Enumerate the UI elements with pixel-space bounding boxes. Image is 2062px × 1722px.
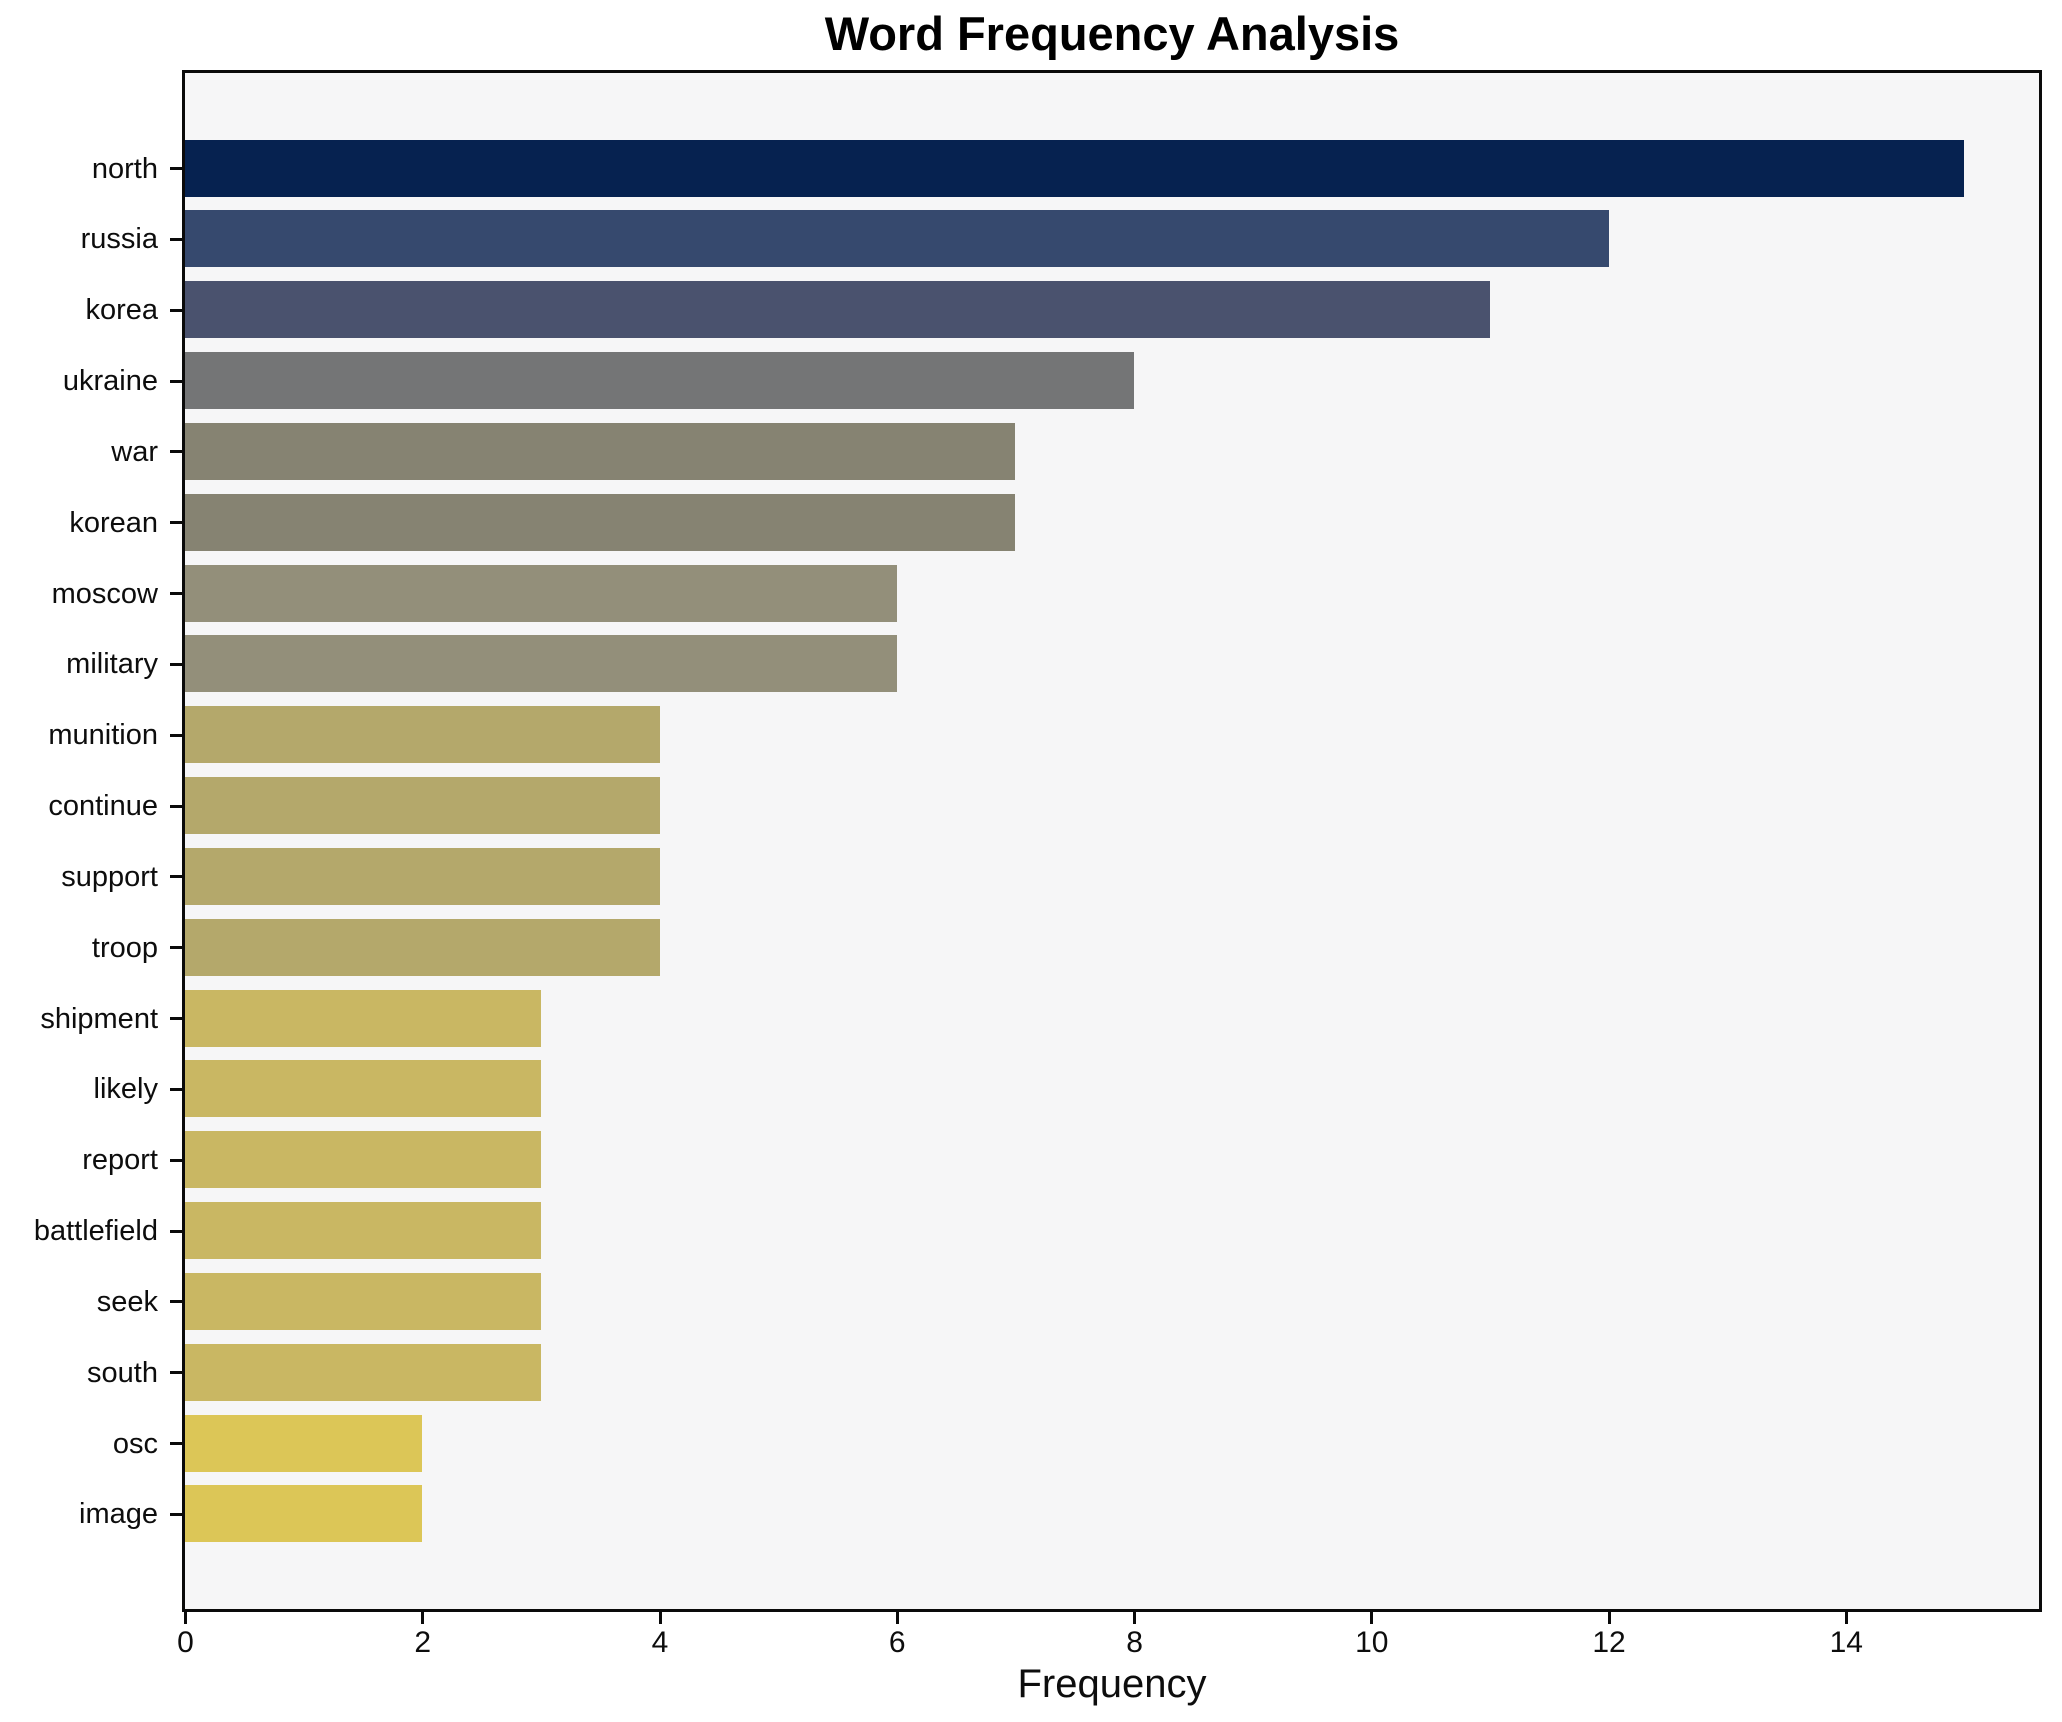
bar-support <box>185 847 660 905</box>
y-tick-label-image: image <box>79 1498 158 1531</box>
x-tick-mark <box>1844 1612 1848 1624</box>
y-tick-mark <box>170 875 182 879</box>
y-tick-label-shipment: shipment <box>40 1002 158 1035</box>
y-tick-mark <box>170 1158 182 1162</box>
bar-report <box>185 1131 541 1189</box>
y-tick-label-continue: continue <box>48 790 158 823</box>
y-tick-mark <box>170 592 182 596</box>
y-tick-mark <box>170 1017 182 1021</box>
y-tick-label-troop: troop <box>91 931 158 964</box>
y-tick-label-moscow: moscow <box>51 577 158 610</box>
y-tick-label-likely: likely <box>93 1073 158 1106</box>
x-tick-label-0: 0 <box>177 1626 194 1659</box>
bar-seek <box>185 1272 541 1330</box>
x-tick-label-10: 10 <box>1355 1626 1389 1659</box>
y-tick-mark <box>170 379 182 383</box>
bar-shipment <box>185 989 541 1047</box>
x-tick-label-8: 8 <box>1126 1626 1143 1659</box>
x-tick-label-14: 14 <box>1829 1626 1863 1659</box>
y-tick-label-osc: osc <box>112 1427 158 1460</box>
y-tick-label-seek: seek <box>96 1285 158 1318</box>
y-tick-mark <box>170 1442 182 1446</box>
y-tick-mark <box>170 1371 182 1375</box>
y-tick-label-north: north <box>91 152 158 185</box>
y-tick-mark <box>170 167 182 170</box>
y-tick-label-south: south <box>87 1356 158 1389</box>
bars-container <box>185 73 2039 1609</box>
y-tick-label-report: report <box>82 1144 158 1177</box>
x-tick-mark <box>658 1612 662 1624</box>
x-tick-mark <box>1370 1612 1374 1624</box>
x-tick-label-6: 6 <box>888 1626 906 1659</box>
y-tick-mark <box>170 946 182 950</box>
x-tick-mark <box>895 1612 899 1624</box>
y-tick-mark <box>170 308 182 312</box>
bar-korean <box>185 493 1016 551</box>
y-tick-label-munition: munition <box>48 719 158 752</box>
bar-troop <box>185 918 660 976</box>
y-tick-mark <box>170 1229 182 1233</box>
bar-battlefield <box>185 1202 541 1260</box>
y-tick-label-ukraine: ukraine <box>62 365 158 398</box>
y-tick-mark <box>170 450 182 454</box>
y-tick-label-support: support <box>61 860 158 893</box>
y-tick-label-military: military <box>66 648 158 681</box>
bar-likely <box>185 1060 541 1118</box>
y-tick-mark <box>170 237 182 241</box>
y-tick-label-battlefield: battlefield <box>33 1215 158 1248</box>
bar-munition <box>185 706 660 764</box>
y-tick-mark <box>170 521 182 525</box>
plot-area <box>182 70 2042 1612</box>
bar-north <box>185 139 1965 197</box>
bar-military <box>185 635 897 693</box>
bar-moscow <box>185 564 897 622</box>
bar-korea <box>185 281 1490 339</box>
y-tick-label-war: war <box>111 435 158 468</box>
y-tick-label-korean: korean <box>69 506 158 539</box>
x-tick-label-4: 4 <box>651 1626 669 1659</box>
x-tick-mark <box>421 1612 425 1624</box>
bar-osc <box>185 1414 423 1472</box>
y-tick-mark <box>170 1300 182 1304</box>
bar-continue <box>185 777 660 835</box>
y-tick-label-korea: korea <box>85 294 158 327</box>
x-tick-mark <box>1607 1612 1611 1624</box>
chart-title: Word Frequency Analysis <box>824 7 1400 60</box>
bar-south <box>185 1343 541 1401</box>
x-tick-mark <box>184 1612 187 1624</box>
y-tick-mark <box>170 662 182 666</box>
bar-war <box>185 422 1016 480</box>
y-tick-mark <box>170 1512 182 1516</box>
x-axis-label: Frequency <box>1017 1662 1207 1706</box>
bar-russia <box>185 210 1609 268</box>
x-tick-label-12: 12 <box>1592 1626 1626 1659</box>
bar-image <box>185 1485 423 1543</box>
x-tick-mark <box>1133 1612 1137 1624</box>
y-tick-mark <box>170 733 182 737</box>
y-tick-mark <box>170 804 182 808</box>
y-tick-label-russia: russia <box>80 223 158 256</box>
bar-ukraine <box>185 352 1135 410</box>
y-tick-mark <box>170 1087 182 1091</box>
x-tick-label-2: 2 <box>414 1626 432 1659</box>
